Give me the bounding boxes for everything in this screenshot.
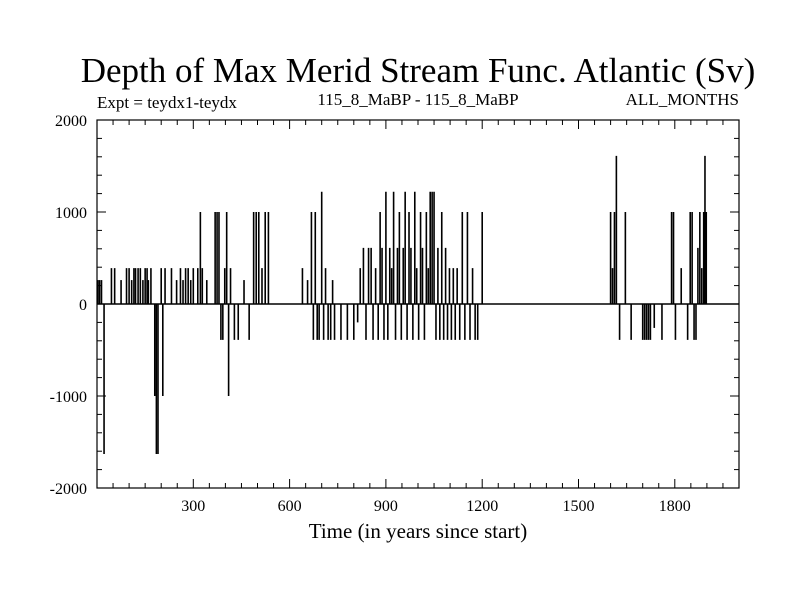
x-tick-label: 600: [278, 498, 302, 515]
chart-subtitle-center: 115_8_MaBP - 115_8_MaBP: [317, 90, 518, 109]
y-tick-label: -2000: [50, 481, 87, 498]
y-tick-label: 1000: [55, 205, 87, 222]
plot-area: 300 600 900 1200 1500 1800 -2000 -1000 0 1000 2000: [50, 113, 740, 515]
x-tick-label: 1200: [466, 498, 498, 515]
x-axis-label: Time (in years since start): [309, 519, 528, 543]
y-tick-label: 0: [79, 297, 87, 314]
x-tick-label: 1500: [563, 498, 595, 515]
x-tick-label: 300: [181, 498, 205, 515]
chart-subtitle-right: ALL_MONTHS: [626, 90, 739, 109]
axis-tick-labels: 300 600 900 1200 1500 1800 -2000 -1000 0 1000 2000: [50, 113, 691, 515]
data-series: [97, 155, 708, 454]
chart-subtitle-left: Expt = teydx1-teydx: [97, 93, 237, 112]
x-tick-label: 1800: [659, 498, 691, 515]
chart-title: Depth of Max Merid Stream Func. Atlantic…: [81, 51, 756, 90]
y-tick-label: -1000: [50, 389, 87, 406]
x-tick-label: 900: [374, 498, 398, 515]
y-tick-label: 2000: [55, 113, 87, 130]
axis-ticks: [97, 119, 739, 489]
